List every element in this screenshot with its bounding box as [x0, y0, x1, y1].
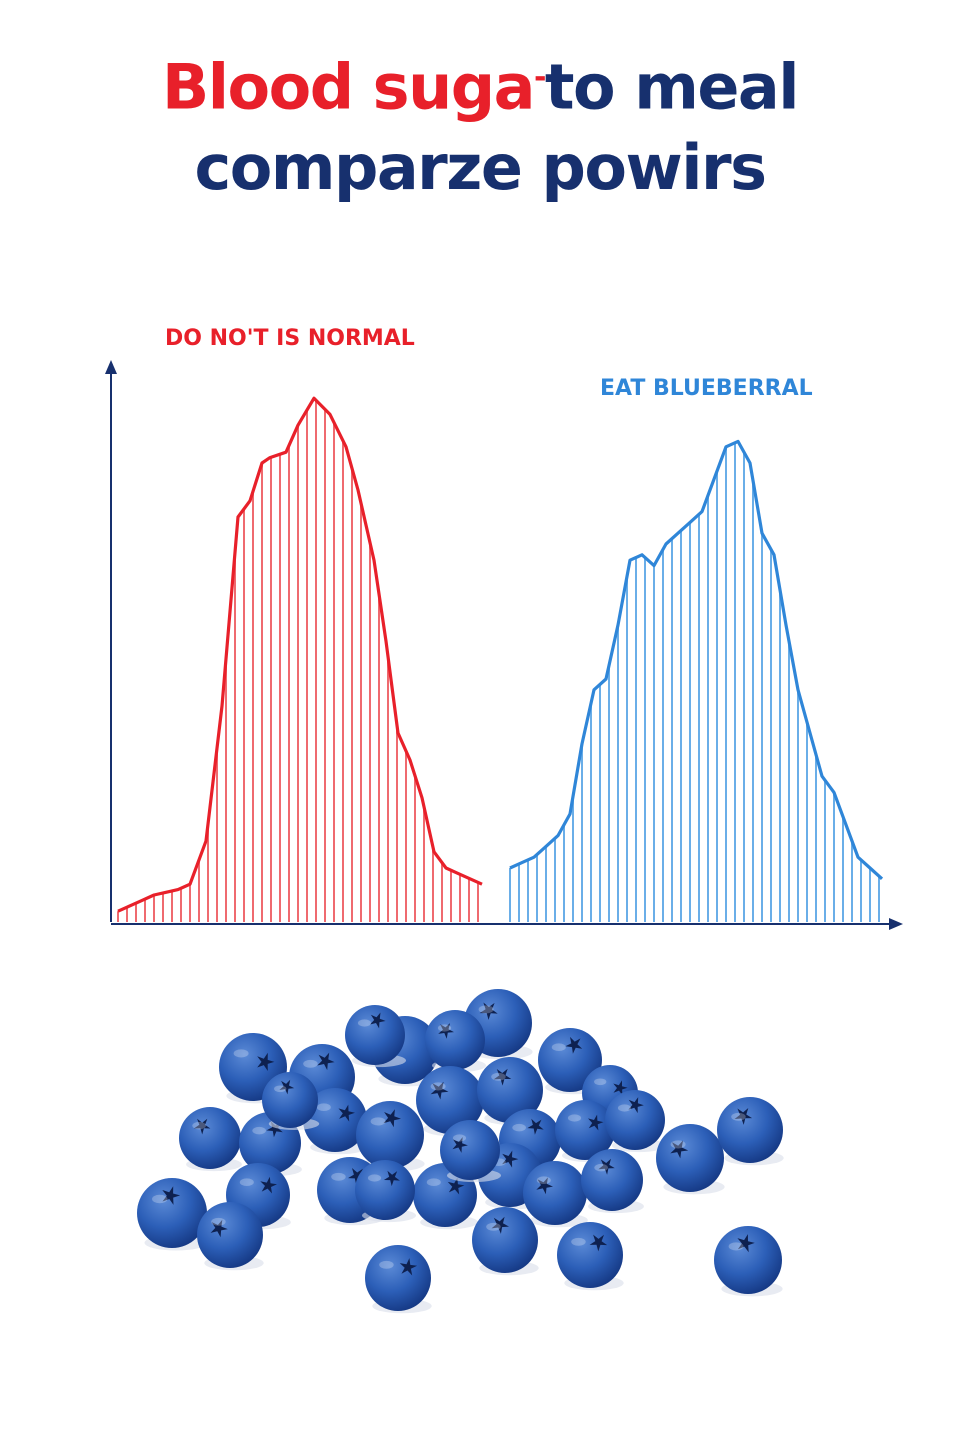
- series-line: [117, 396, 483, 913]
- y-axis-arrow: [105, 360, 117, 374]
- label-eat-blueberral: EAT BLUEBERRAL: [600, 376, 813, 401]
- blueberry: [345, 1005, 406, 1068]
- title-dash-mark: -: [533, 60, 546, 95]
- title-line-2: comparze powirs: [194, 130, 767, 204]
- blueberry: [717, 1097, 784, 1166]
- blueberry: [137, 1178, 208, 1251]
- series-line: [509, 439, 884, 880]
- blueberry: [179, 1107, 242, 1172]
- blueberry: [425, 1010, 486, 1073]
- series-blue: [509, 439, 884, 922]
- blueberry: [262, 1072, 320, 1130]
- blueberry: [605, 1090, 666, 1153]
- blueberry: [656, 1124, 725, 1195]
- chart-axes: [105, 360, 903, 930]
- blueberry: [472, 1207, 539, 1276]
- blueberry: [303, 1088, 368, 1155]
- blueberry: [523, 1161, 588, 1228]
- series-red: [117, 396, 483, 922]
- chart-labels: DO NO'T IS NORMAL EAT BLUEBERRAL: [165, 326, 813, 401]
- title-blue-part: to meal: [544, 50, 800, 124]
- blueberry: [581, 1149, 644, 1214]
- blueberry: [197, 1202, 264, 1271]
- blueberry: [365, 1245, 432, 1314]
- x-axis-arrow: [889, 918, 903, 930]
- blueberry: [714, 1226, 783, 1297]
- blood-sugar-chart: DO NO'T IS NORMAL EAT BLUEBERRAL: [105, 326, 903, 930]
- title-red-part: Blood suga: [162, 50, 535, 124]
- plot-area: [117, 396, 884, 922]
- title-line-1: Blood suga-to meal: [0, 38, 960, 128]
- blueberry: [355, 1160, 416, 1223]
- blueberry: [440, 1120, 501, 1183]
- blueberry: [557, 1222, 624, 1291]
- blueberries-pile-icon: [137, 989, 784, 1314]
- label-do-not-is-normal: DO NO'T IS NORMAL: [165, 326, 415, 351]
- page-title: Blood suga-to meal comparze powirs: [0, 38, 960, 208]
